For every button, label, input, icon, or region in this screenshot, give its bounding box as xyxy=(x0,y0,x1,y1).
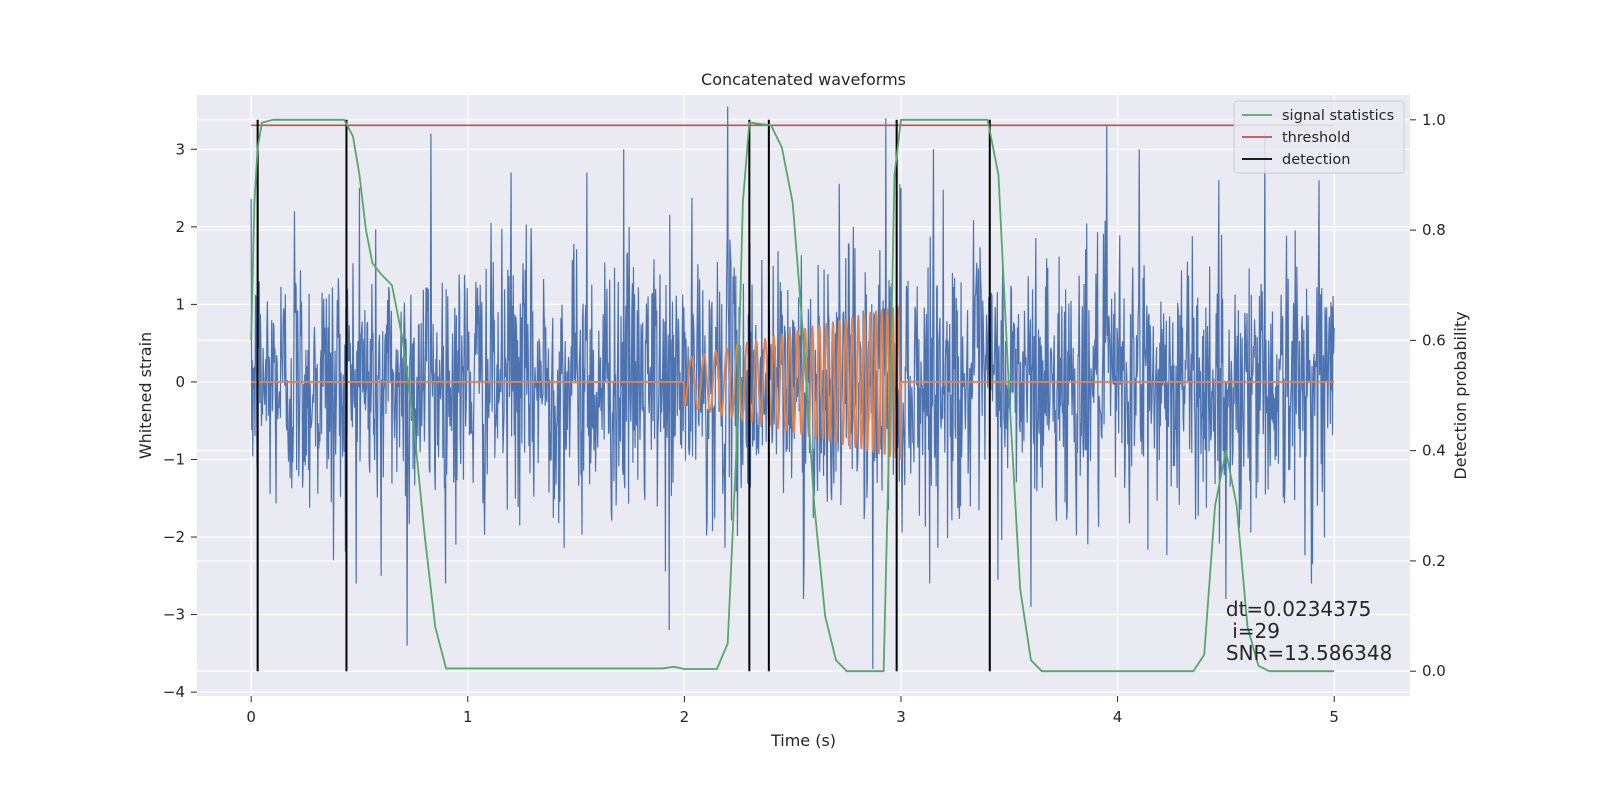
y-tick-label-right: 0.8 xyxy=(1422,221,1446,239)
legend: signal statistics threshold detection xyxy=(1233,100,1405,174)
annotation-line: i=29 xyxy=(1226,619,1280,643)
y-tick-label-right: 0.2 xyxy=(1422,552,1446,570)
ticks: 0 1 2 3 4 5 −4 −3 −2 −1 0 1 2 3 0.0 0.2 0.4 0.6 0.8 1.0 xyxy=(163,111,1446,726)
y-tick-label-left: 0 xyxy=(175,373,185,391)
x-tick-label: 5 xyxy=(1329,708,1339,726)
y-tick-label-right: 0.0 xyxy=(1422,662,1446,680)
y-tick-label-left: −4 xyxy=(163,683,185,701)
y-axis-label-left: Whitened strain xyxy=(136,332,155,459)
legend-label: detection xyxy=(1282,152,1350,168)
y-tick-label-right: 1.0 xyxy=(1422,111,1446,129)
x-axis-label: Time (s) xyxy=(770,731,836,750)
series-layer xyxy=(250,106,1335,673)
noise-series-line xyxy=(250,106,1335,669)
signal-statistics-line xyxy=(250,118,1335,673)
y-tick-label-right: 0.6 xyxy=(1422,331,1446,349)
legend-label: threshold xyxy=(1282,130,1350,146)
x-tick-label: 3 xyxy=(896,708,906,726)
legend-label: signal statistics xyxy=(1282,108,1394,124)
y-tick-label-left: 3 xyxy=(175,140,185,158)
y-tick-label-right: 0.4 xyxy=(1422,442,1446,460)
x-tick-label: 0 xyxy=(246,708,256,726)
y-tick-label-left: 1 xyxy=(175,295,185,313)
chart-title: Concatenated waveforms xyxy=(701,70,906,89)
y-tick-label-left: −3 xyxy=(163,606,185,624)
y-axis-label-right: Detection probability xyxy=(1451,311,1470,479)
injected-signal-line xyxy=(251,305,1335,460)
y-tick-label-left: −2 xyxy=(163,528,185,546)
x-tick-label: 4 xyxy=(1113,708,1123,726)
x-tick-label: 2 xyxy=(680,708,690,726)
annotation-line: dt=0.0234375 xyxy=(1226,597,1371,621)
legend-box xyxy=(1233,100,1405,174)
y-tick-label-left: −1 xyxy=(163,450,185,468)
x-tick-label: 1 xyxy=(463,708,473,726)
annotation-line: SNR=13.586348 xyxy=(1226,641,1392,665)
y-tick-label-left: 2 xyxy=(175,218,185,236)
